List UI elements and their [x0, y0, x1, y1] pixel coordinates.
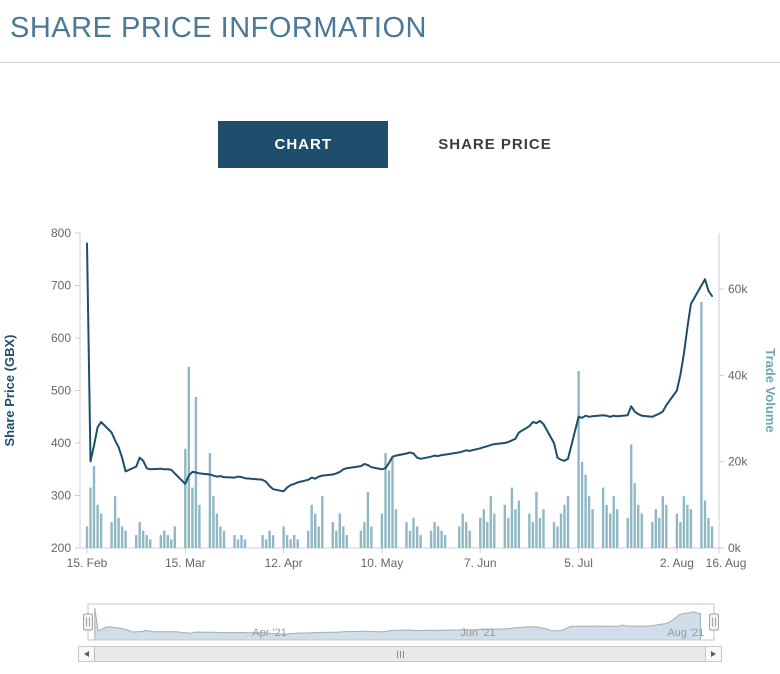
scrollbar-left-button[interactable]	[79, 647, 95, 661]
navigator-month-label: Jun '21	[460, 627, 495, 639]
svg-text:15. Mar: 15. Mar	[165, 556, 206, 570]
svg-text:0k: 0k	[728, 541, 742, 555]
scrollbar-right-button[interactable]	[705, 647, 721, 661]
scrollbar-thumb[interactable]	[94, 647, 706, 661]
svg-text:7. Jun: 7. Jun	[464, 556, 497, 570]
right-axis-title: Trade Volume	[763, 348, 778, 432]
svg-text:40k: 40k	[728, 368, 748, 382]
svg-text:700: 700	[51, 279, 71, 293]
navigator-month-label: Aug '21	[667, 627, 704, 639]
price-volume-chart[interactable]: 200 300 400 500 600 700 800 0k 20k 40k 60k 15. Feb 1…	[0, 215, 780, 583]
axes: 200 300 400 500 600 700 800 0k 20k 40k 60k 15. Feb 1…	[51, 226, 748, 570]
tab-chart[interactable]: CHART	[218, 121, 389, 168]
page-title: SHARE PRICE INFORMATION	[10, 12, 427, 44]
svg-text:10. May: 10. May	[361, 556, 404, 570]
navigator-handle-left[interactable]	[83, 613, 93, 631]
svg-text:600: 600	[51, 331, 71, 345]
svg-text:5. Jul: 5. Jul	[564, 556, 593, 570]
scrollbar-grip-icon	[396, 650, 404, 658]
tab-share-price[interactable]: SHARE PRICE	[428, 121, 562, 168]
navigator-series	[94, 608, 701, 641]
svg-text:300: 300	[51, 489, 71, 503]
svg-text:20k: 20k	[728, 455, 748, 469]
right-arrow-icon	[711, 651, 716, 657]
left-axis-title: Share Price (GBX)	[2, 335, 17, 447]
svg-text:15. Feb: 15. Feb	[67, 556, 108, 570]
svg-text:60k: 60k	[728, 282, 748, 296]
price-line	[86, 242, 713, 493]
navigator-handle-right[interactable]	[709, 613, 719, 631]
chart-navigator[interactable]: Apr '21 Jun '21 Aug '21	[80, 602, 724, 644]
svg-text:2. Aug: 2. Aug	[660, 556, 694, 570]
view-tabs: CHART SHARE PRICE	[0, 121, 780, 168]
chart-scrollbar[interactable]	[78, 646, 722, 662]
svg-text:800: 800	[51, 226, 71, 240]
svg-text:16. Aug: 16. Aug	[706, 556, 747, 570]
title-divider	[0, 62, 780, 63]
svg-text:500: 500	[51, 384, 71, 398]
navigator-month-label: Apr '21	[252, 627, 287, 639]
svg-text:200: 200	[51, 541, 71, 555]
left-arrow-icon	[84, 651, 89, 657]
svg-text:400: 400	[51, 436, 71, 450]
svg-text:12. Apr: 12. Apr	[265, 556, 303, 570]
volume-bars	[85, 302, 714, 548]
